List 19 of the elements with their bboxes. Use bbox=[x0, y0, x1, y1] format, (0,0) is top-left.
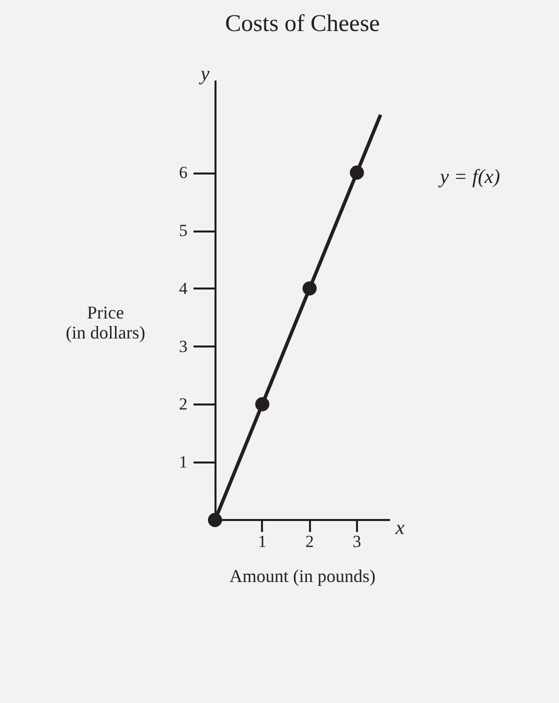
x-axis-title: Amount (in pounds) bbox=[230, 566, 376, 586]
x-tick-label: 1 bbox=[258, 532, 267, 551]
point bbox=[350, 166, 364, 180]
y-tick-label: 1 bbox=[179, 452, 188, 472]
y-tick-label: 5 bbox=[179, 221, 188, 240]
x-tick-label: 3 bbox=[352, 532, 362, 551]
y-tick-label: 3 bbox=[179, 336, 188, 356]
x-tick-label: 2 bbox=[305, 532, 314, 551]
y-tick-label: 6 bbox=[179, 163, 188, 182]
point bbox=[208, 512, 222, 528]
y-tick-label: 2 bbox=[179, 394, 188, 414]
y-axis-title: Price (in dollars) bbox=[66, 302, 146, 342]
text: y = f(x) bbox=[438, 166, 500, 188]
point bbox=[255, 397, 270, 412]
point bbox=[302, 281, 317, 296]
chart-title: Costs of Cheese bbox=[225, 11, 380, 37]
text: y bbox=[198, 63, 210, 85]
y-tick-label: 4 bbox=[179, 278, 188, 298]
text: x bbox=[394, 517, 405, 539]
